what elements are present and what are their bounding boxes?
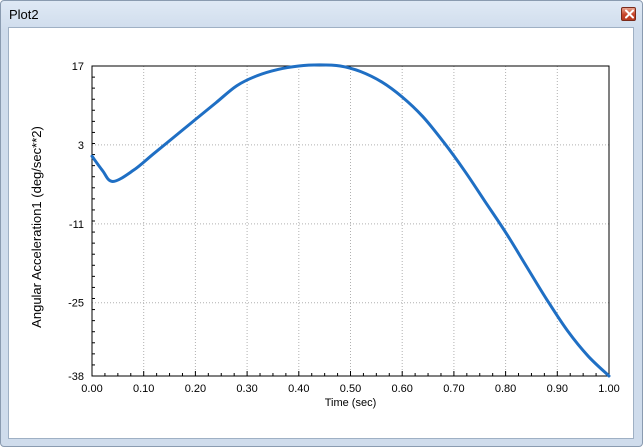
- x-tick-label: 0.10: [133, 383, 154, 395]
- plot-area: 0.00 0.10 0.20 0.30 0.40 0.50 0.60 0.70 0.80 0.90…: [8, 27, 634, 439]
- y-tick-label: 3: [78, 140, 84, 152]
- x-tick-label: 0.80: [495, 383, 516, 395]
- y-tick-label: -38: [68, 371, 84, 383]
- x-tick-label: 0.30: [236, 383, 257, 395]
- x-tick-label: 0.20: [185, 383, 206, 395]
- x-tick-label: 0.70: [443, 383, 464, 395]
- x-tick-labels: 0.00 0.10 0.20 0.30 0.40 0.50 0.60 0.70 0.80 0.90…: [81, 383, 619, 395]
- y-tick-labels: 17 3 -11 -25 -38: [68, 61, 84, 383]
- window-title: Plot2: [9, 7, 39, 22]
- y-tick-label: 17: [72, 61, 84, 73]
- y-tick-label: -11: [69, 219, 84, 231]
- title-bar[interactable]: Plot2: [1, 1, 642, 27]
- close-button[interactable]: [621, 7, 636, 21]
- y-tick-label: -25: [68, 298, 84, 310]
- x-tick-label: 0.90: [547, 383, 568, 395]
- x-tick-label: 0.40: [288, 383, 309, 395]
- x-tick-label: 0.50: [340, 383, 361, 395]
- minor-ticks: [91, 65, 610, 377]
- line-chart: 0.00 0.10 0.20 0.30 0.40 0.50 0.60 0.70 0.80 0.90…: [29, 61, 620, 409]
- series-line: [90, 63, 611, 378]
- x-tick-label: 0.00: [81, 383, 102, 395]
- y-axis-label: Angular Acceleration1 (deg/sec**2): [29, 126, 44, 328]
- close-icon: [625, 9, 634, 19]
- plot-frame: [91, 65, 610, 377]
- grid: [92, 66, 609, 376]
- x-tick-label: 1.00: [598, 383, 619, 395]
- x-axis-label: Time (sec): [325, 397, 377, 409]
- x-tick-label: 0.60: [391, 383, 412, 395]
